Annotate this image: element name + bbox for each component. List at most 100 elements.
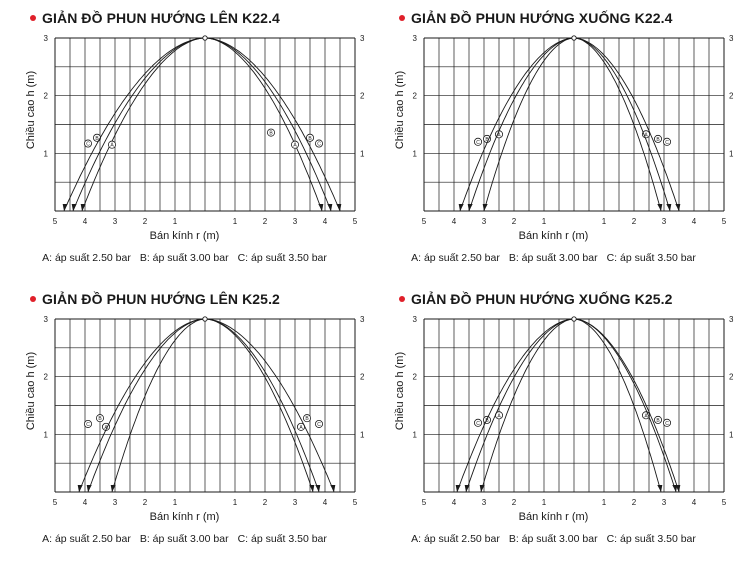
x-tick-label: 2 bbox=[143, 217, 148, 226]
y-tick-label-right: 1 bbox=[729, 149, 734, 158]
nozzle-apex-icon bbox=[571, 35, 577, 41]
legend-item-c: C: áp suất 3.50 bar bbox=[606, 533, 696, 545]
series-marker-letter: C bbox=[317, 142, 321, 148]
x-tick-label: 5 bbox=[422, 498, 427, 507]
x-tick-label: 1 bbox=[173, 498, 178, 507]
arrowhead-icon bbox=[86, 485, 92, 492]
legend-item-b: B: áp suất 3.00 bar bbox=[508, 252, 598, 264]
series-marker-letter: C bbox=[86, 142, 90, 148]
arrowhead-icon bbox=[675, 485, 681, 492]
x-tick-label: 4 bbox=[692, 217, 697, 226]
chart-title: GIẢN ĐỒ PHUN HƯỚNG XUỐNG K22.4 bbox=[399, 10, 672, 26]
x-tick-label: 1 bbox=[233, 498, 238, 507]
series-marker-b bbox=[302, 414, 311, 423]
x-tick-label: 2 bbox=[512, 498, 517, 507]
x-tick-label: 5 bbox=[53, 498, 58, 507]
legend-item-c: C: áp suất 3.50 bar bbox=[237, 252, 327, 264]
series-marker-b bbox=[653, 134, 662, 143]
y-tick-label-left: 1 bbox=[413, 149, 418, 158]
y-tick-label-left: 3 bbox=[413, 315, 418, 324]
x-tick-label: 5 bbox=[353, 498, 358, 507]
arrowhead-icon bbox=[458, 204, 464, 211]
legend-item-a: A: áp suất 2.50 bar bbox=[411, 252, 500, 264]
x-tick-label: 1 bbox=[542, 498, 547, 507]
x-tick-label: 3 bbox=[293, 217, 298, 226]
x-tick-label: 1 bbox=[233, 217, 238, 226]
arrowhead-icon bbox=[315, 485, 321, 492]
legend-item-a: A: áp suất 2.50 bar bbox=[42, 252, 131, 264]
x-tick-label: 3 bbox=[662, 217, 667, 226]
x-tick-label: 3 bbox=[482, 498, 487, 507]
legend-item-c: C: áp suất 3.50 bar bbox=[606, 252, 696, 264]
x-tick-label: 4 bbox=[323, 217, 328, 226]
series-marker-letter: A bbox=[104, 425, 108, 431]
chart-title-text: GIẢN ĐỒ PHUN HƯỚNG LÊN K25.2 bbox=[42, 291, 280, 307]
legend: A: áp suất 2.50 bar B: áp suất 3.00 bar C:… bbox=[0, 533, 369, 545]
series-marker-letter: C bbox=[317, 422, 321, 428]
extra-marker bbox=[266, 128, 275, 137]
arrowhead-icon bbox=[482, 204, 488, 211]
y-tick-label-left: 2 bbox=[413, 92, 418, 101]
legend: A: áp suất 2.50 bar B: áp suất 3.00 bar C:… bbox=[0, 252, 369, 264]
x-tick-label: 1 bbox=[602, 217, 607, 226]
arrowhead-icon bbox=[71, 204, 77, 211]
x-tick-label: 5 bbox=[53, 217, 58, 226]
x-tick-label: 2 bbox=[512, 217, 517, 226]
nozzle-apex-icon bbox=[571, 316, 577, 322]
arrowhead-icon bbox=[110, 485, 116, 492]
arrowhead-icon bbox=[77, 485, 83, 492]
x-tick-label: 2 bbox=[263, 498, 268, 507]
y-tick-label-left: 1 bbox=[413, 430, 418, 439]
x-tick-label: 2 bbox=[143, 498, 148, 507]
y-tick-label-left: 2 bbox=[44, 373, 49, 382]
x-tick-label: 4 bbox=[692, 498, 697, 507]
bullet-dot bbox=[30, 15, 36, 22]
x-axis-label: Bán kính r (m) bbox=[149, 511, 220, 523]
x-tick-label: 4 bbox=[83, 217, 88, 226]
legend-item-b: B: áp suất 3.00 bar bbox=[139, 533, 229, 545]
series-marker-letter: B bbox=[656, 137, 660, 143]
bullet-dot bbox=[399, 296, 405, 303]
chart-panel-down-k25-2: GIẢN ĐỒ PHUN HƯỚNG XUỐNG K25.2 Chiều cao… bbox=[369, 281, 738, 562]
chart-title-text: GIẢN ĐỒ PHUN HƯỚNG XUỐNG K25.2 bbox=[411, 291, 673, 307]
series-marker-letter: B bbox=[308, 136, 312, 142]
series-marker-letter: B bbox=[485, 418, 489, 424]
arrowhead-icon bbox=[62, 204, 68, 211]
chart-title-text: GIẢN ĐỒ PHUN HƯỚNG LÊN K22.4 bbox=[42, 10, 280, 26]
arrowhead-icon bbox=[479, 485, 485, 492]
x-tick-label: 4 bbox=[83, 498, 88, 507]
y-tick-label-left: 1 bbox=[44, 430, 49, 439]
arrowhead-icon bbox=[318, 204, 324, 211]
arrowhead-icon bbox=[657, 485, 663, 492]
x-tick-label: 2 bbox=[632, 498, 637, 507]
y-tick-label-right: 3 bbox=[360, 315, 365, 324]
x-tick-label: 3 bbox=[662, 498, 667, 507]
bullet-dot bbox=[30, 296, 36, 303]
arrowhead-icon bbox=[455, 485, 461, 492]
legend-item-c: C: áp suất 3.50 bar bbox=[237, 533, 327, 545]
series-marker-letter: B bbox=[656, 418, 660, 424]
arrowhead-icon bbox=[657, 204, 663, 211]
arrowhead-icon bbox=[80, 204, 86, 211]
x-tick-label: 4 bbox=[323, 498, 328, 507]
x-tick-label: 5 bbox=[353, 217, 358, 226]
arrowhead-icon bbox=[672, 485, 678, 492]
series-marker-letter: C bbox=[476, 140, 480, 146]
x-tick-label: 4 bbox=[452, 498, 457, 507]
series-marker-letter: C bbox=[476, 421, 480, 427]
legend-item-b: B: áp suất 3.00 bar bbox=[508, 533, 598, 545]
y-tick-label-right: 3 bbox=[729, 315, 734, 324]
y-tick-label-right: 2 bbox=[360, 92, 365, 101]
series-marker-letter: A bbox=[497, 132, 501, 138]
series-marker-c bbox=[84, 419, 93, 428]
y-tick-label-left: 2 bbox=[413, 373, 418, 382]
series-marker-letter: B bbox=[305, 416, 309, 422]
x-tick-label: 3 bbox=[482, 217, 487, 226]
y-tick-label-right: 1 bbox=[360, 430, 365, 439]
series-marker-letter: A bbox=[299, 425, 303, 431]
y-tick-label-left: 1 bbox=[44, 149, 49, 158]
x-tick-label: 3 bbox=[293, 498, 298, 507]
series-marker-c bbox=[474, 418, 483, 427]
arrowhead-icon bbox=[467, 204, 473, 211]
series-marker-c bbox=[474, 137, 483, 146]
